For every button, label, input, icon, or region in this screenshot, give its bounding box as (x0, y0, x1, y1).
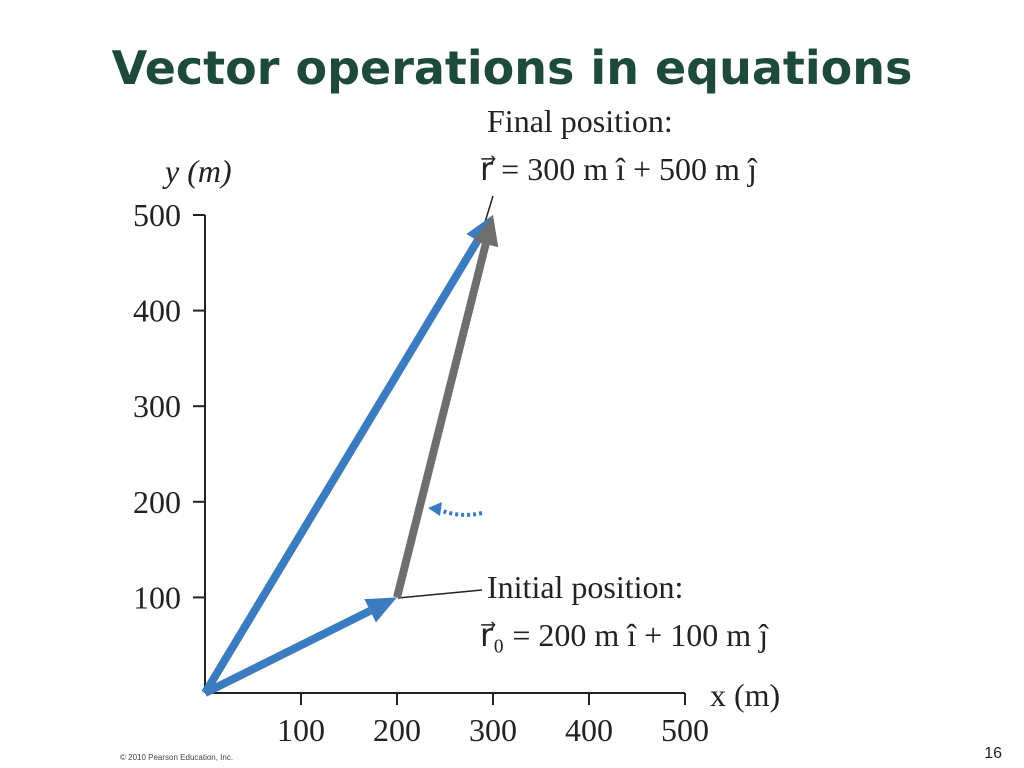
vector-shaft (203, 607, 372, 697)
leader-line (397, 589, 483, 599)
final-equation: r⃗ = 300 m î + 500 m ĵ (480, 151, 758, 187)
y-tick-label: 200 (133, 484, 181, 520)
footer: © 2010 Pearson Education, Inc. (120, 753, 233, 762)
vector-shaft (393, 243, 490, 599)
x-tick-label: 100 (277, 712, 325, 748)
y-tick-label: 400 (133, 293, 181, 329)
slide-title: Vector operations in equations (112, 41, 913, 95)
initial-label: Initial position: (487, 569, 683, 605)
initial-equation: r⃗₀ = 200 m î + 100 m ĵ (480, 617, 769, 653)
x-tick-label: 500 (661, 712, 709, 748)
x-tick-label: 400 (565, 712, 613, 748)
x-axis-label: x (m) (710, 677, 780, 713)
vector-head (473, 215, 499, 248)
rotation-arrowhead (428, 502, 442, 516)
y-tick-label: 300 (133, 388, 181, 424)
rotation-arrow (439, 508, 483, 517)
y-tick-label: 100 (133, 579, 181, 615)
vector-shaft (201, 238, 481, 696)
x-tick-label: 200 (373, 712, 421, 748)
y-axis-label: y (m) (162, 153, 232, 189)
vector-head (364, 597, 397, 623)
page-number: 16 (984, 745, 1002, 762)
y-tick-label: 500 (133, 197, 181, 233)
final-label: Final position: (487, 103, 673, 139)
x-tick-label: 300 (469, 712, 517, 748)
